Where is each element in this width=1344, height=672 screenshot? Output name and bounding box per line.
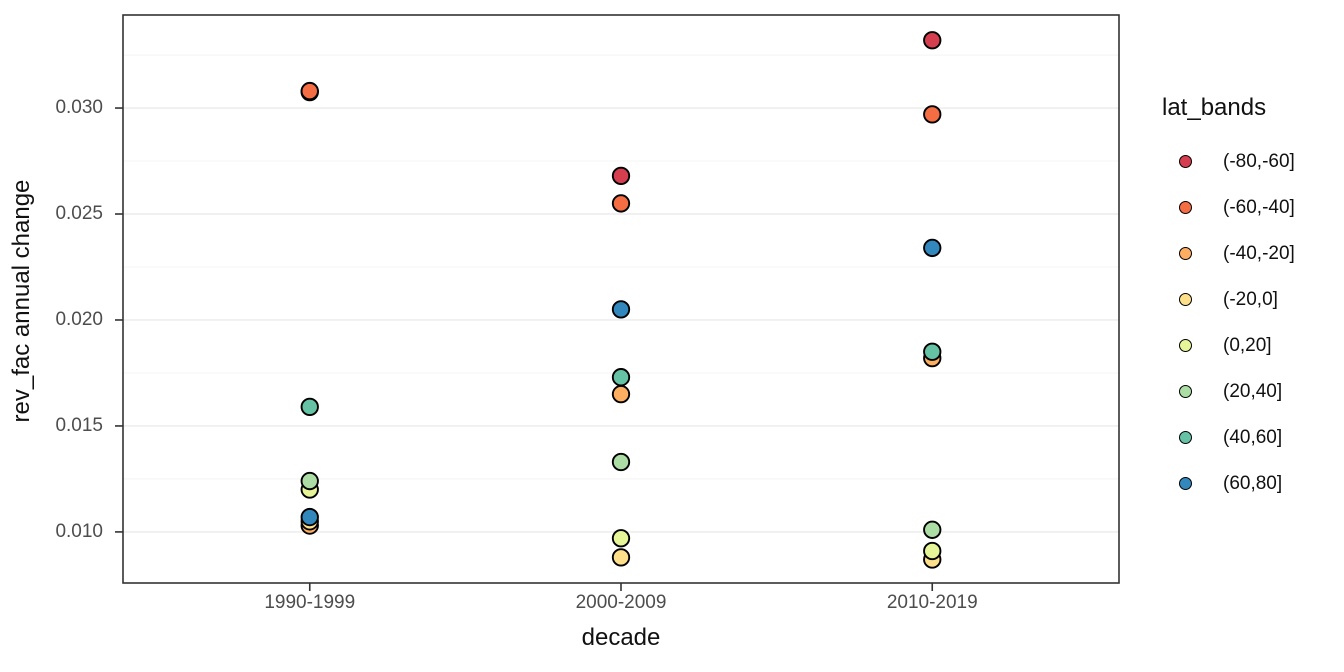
- legend-swatch-icon: [1179, 339, 1192, 352]
- data-point: [611, 300, 631, 319]
- data-point: [300, 81, 319, 101]
- data-point: [300, 471, 319, 491]
- legend-label: (-60,-40]: [1223, 197, 1295, 218]
- legend-label: (60,80]: [1223, 473, 1283, 494]
- data-point: [611, 166, 631, 186]
- legend-swatch-icon: [1179, 477, 1192, 490]
- y-tick-label: 0.015: [55, 414, 103, 436]
- legend-swatch-icon: [1179, 155, 1192, 168]
- legend-swatch-icon: [1179, 431, 1192, 444]
- y-tick-label: 0.030: [55, 97, 103, 119]
- legend-label: (-20,0]: [1223, 289, 1278, 310]
- data-point: [611, 385, 631, 404]
- legend-title: lat_bands: [1162, 94, 1267, 121]
- y-tick-label: 0.010: [55, 520, 103, 542]
- data-point: [611, 529, 631, 548]
- data-point: [923, 520, 942, 539]
- data-point: [923, 31, 942, 50]
- x-tick-label: 2010-2019: [886, 592, 978, 613]
- legend-label: (20,40]: [1223, 381, 1283, 402]
- data-point: [300, 507, 319, 527]
- y-tick-label: 0.025: [55, 203, 103, 224]
- x-tick-label: 1990-1999: [264, 592, 356, 613]
- legend-label: (40,60]: [1223, 427, 1283, 448]
- legend-swatch-icon: [1179, 293, 1192, 306]
- data-point: [611, 368, 631, 387]
- legend-label: (-80,-60]: [1223, 151, 1295, 172]
- data-point: [923, 238, 942, 258]
- legend-swatch-icon: [1179, 385, 1192, 398]
- data-point: [611, 548, 631, 567]
- data-point: [923, 342, 942, 361]
- y-axis-title: rev_fac annual change: [8, 179, 35, 423]
- data-point: [611, 452, 631, 472]
- data-point: [923, 105, 942, 124]
- legend-label: (0,20]: [1223, 335, 1272, 356]
- data-point: [300, 397, 319, 417]
- x-tick-label: 2000-2009: [575, 592, 667, 613]
- legend-swatch-icon: [1179, 201, 1192, 214]
- legend-label: (-40,-20]: [1223, 243, 1295, 264]
- legend-swatch-icon: [1179, 247, 1192, 260]
- x-axis-title: decade: [581, 624, 661, 651]
- data-point: [923, 541, 942, 561]
- data-point: [611, 194, 631, 213]
- plot-panel: [123, 15, 1119, 583]
- y-tick-label: 0.020: [55, 308, 103, 330]
